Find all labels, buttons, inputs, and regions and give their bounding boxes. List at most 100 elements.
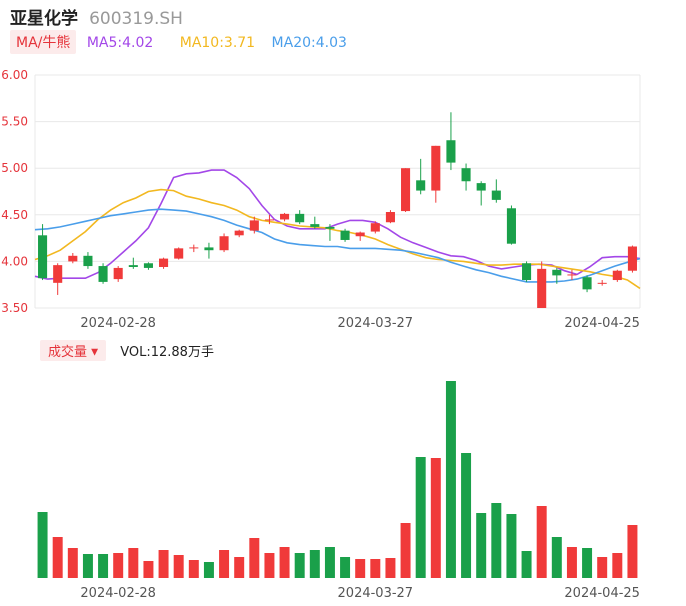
candle-body <box>552 269 562 276</box>
volume-bar <box>52 537 63 578</box>
price-candlestick-chart: 6.00 5.50 5.00 4.50 4.00 3.50 2024-02-28 2024-0… <box>1 68 641 331</box>
volume-bar <box>370 559 381 578</box>
ma20-line <box>34 208 641 283</box>
volume-bar <box>461 453 472 578</box>
candle-body <box>234 230 244 236</box>
volume-bar <box>566 547 577 578</box>
stock-code: 600319.SH <box>89 9 183 29</box>
candle-body <box>461 168 471 182</box>
ma5-label: MA5:4.02 <box>86 35 154 51</box>
price-tick-label: 4.00 <box>1 254 28 268</box>
volume-bar <box>113 553 124 578</box>
candle-body <box>416 180 426 191</box>
candle-body <box>491 190 501 200</box>
candle-body <box>537 268 547 308</box>
candle-body <box>522 263 532 281</box>
volume-bar <box>551 537 562 578</box>
volume-bar <box>128 548 139 578</box>
stock-header: 亚星化学 600319.SH <box>10 4 183 29</box>
ma10-line <box>34 188 641 290</box>
price-tick-label: 5.00 <box>1 161 28 175</box>
candle-body <box>280 213 290 220</box>
volume-value: VOL:12.88万手 <box>120 345 214 360</box>
volume-bar <box>264 553 275 578</box>
ma10-label: MA10:3.71 <box>179 35 256 51</box>
volume-bar <box>158 550 169 578</box>
candle-body <box>143 263 153 268</box>
candle-body <box>38 235 48 279</box>
candle-body <box>355 232 365 237</box>
volume-bar <box>597 557 608 578</box>
candle-body <box>476 183 486 191</box>
candle-body <box>249 220 259 231</box>
candle-body <box>128 265 138 267</box>
price-tick-label: 5.50 <box>1 115 28 129</box>
volume-bar <box>279 547 290 578</box>
candle-body <box>612 270 622 281</box>
candle-body <box>431 145 441 191</box>
volume-bar <box>82 554 93 578</box>
candle-body <box>295 213 305 223</box>
ma-toggle-button[interactable]: MA/牛熊 <box>10 30 77 54</box>
ma20-label: MA20:4.03 <box>271 35 347 51</box>
volume-bar <box>445 381 456 578</box>
volume-bar <box>143 561 154 578</box>
volume-bar <box>612 553 623 578</box>
volume-bar <box>98 554 109 578</box>
volume-bar <box>415 457 426 578</box>
price-tick-label: 6.00 <box>1 68 28 82</box>
candle-body <box>219 236 229 251</box>
candle-body <box>627 246 637 271</box>
candle-body <box>597 282 607 284</box>
volume-date-label: 2024-04-25 <box>564 586 640 601</box>
volume-bar <box>521 551 532 578</box>
candle-body <box>83 255 93 267</box>
candle-body <box>68 255 78 262</box>
candle-body <box>113 267 123 280</box>
volume-date-label: 2024-03-27 <box>338 586 414 601</box>
candle-body <box>401 168 411 212</box>
stock-name: 亚星化学 <box>10 9 78 29</box>
volume-bar <box>536 506 547 578</box>
candle-body <box>506 208 516 244</box>
volume-legend: 成交量 ▼ VOL:12.88万手 <box>40 340 214 362</box>
candle-body <box>98 266 108 282</box>
price-date-label: 2024-03-27 <box>338 316 414 331</box>
volume-bar <box>294 553 305 578</box>
volume-bar <box>67 548 78 578</box>
candle-body <box>189 247 199 249</box>
volume-date-label: 2024-02-28 <box>80 586 156 601</box>
volume-bar <box>173 555 184 578</box>
volume-bar <box>400 523 411 578</box>
volume-toggle-button[interactable]: 成交量 ▼ <box>40 340 107 361</box>
volume-bar <box>340 557 351 578</box>
candle-body <box>582 277 592 290</box>
volume-bar <box>430 458 441 578</box>
volume-bar <box>188 560 199 578</box>
price-tick-label: 4.50 <box>1 208 28 222</box>
volume-bar <box>506 514 517 578</box>
volume-toggle-label: 成交量 <box>48 345 88 360</box>
candle-body <box>310 224 320 227</box>
candle-body <box>370 223 380 232</box>
candle-body <box>446 140 456 163</box>
candle-body <box>340 230 350 240</box>
volume-bar <box>37 512 48 578</box>
price-tick-label: 3.50 <box>1 301 28 315</box>
candle-body <box>567 274 577 276</box>
volume-bar <box>219 550 230 578</box>
volume-bar <box>476 513 487 578</box>
candle-body <box>385 212 395 223</box>
volume-bar <box>491 503 502 578</box>
volume-bar <box>627 525 638 578</box>
candle-body <box>53 265 63 283</box>
volume-bar <box>582 548 593 578</box>
volume-bar <box>324 547 335 578</box>
volume-bar <box>234 557 245 578</box>
candle-body <box>204 247 214 251</box>
chevron-down-icon: ▼ <box>91 347 99 358</box>
candle-body <box>174 248 184 259</box>
ma5-line <box>34 169 641 280</box>
candle-body <box>159 258 169 267</box>
ma-legend: MA/牛熊 MA5:4.02 MA10:3.71 MA20:4.03 <box>10 30 347 54</box>
